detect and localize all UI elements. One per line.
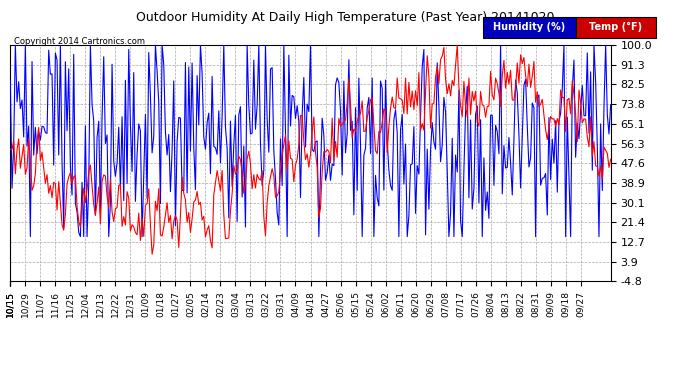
Text: Copyright 2014 Cartronics.com: Copyright 2014 Cartronics.com [14,38,145,46]
Text: Temp (°F): Temp (°F) [589,22,642,32]
Text: Outdoor Humidity At Daily High Temperature (Past Year) 20141020: Outdoor Humidity At Daily High Temperatu… [136,11,554,24]
Text: Humidity (%): Humidity (%) [493,22,566,32]
